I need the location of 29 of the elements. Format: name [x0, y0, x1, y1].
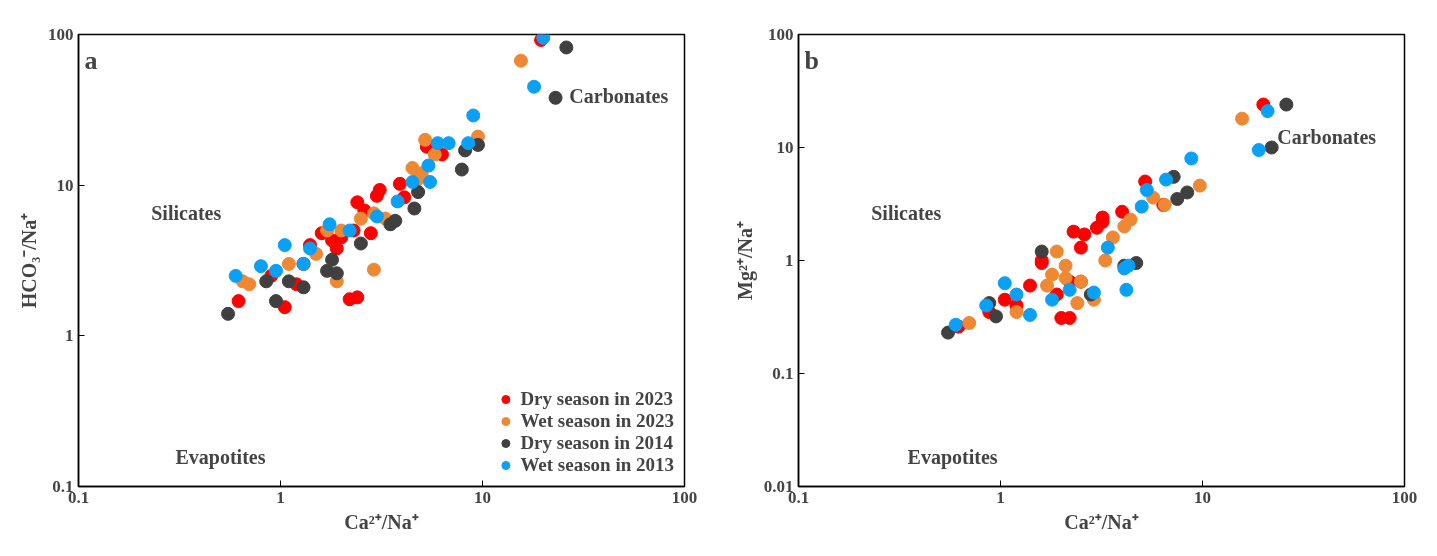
- y-tick-label: 10: [56, 175, 74, 195]
- x-tick-label: 100: [1391, 487, 1418, 507]
- legend-label: Dry season in 2023: [520, 388, 673, 410]
- y-tick-label: 100: [768, 25, 794, 44]
- annotation: Carbonates: [1277, 125, 1377, 148]
- y-axis-title: HCO₃⁻/Na⁺: [18, 212, 40, 309]
- x-tick-label: 1: [276, 487, 285, 507]
- x-tick-label: 100: [671, 487, 698, 507]
- x-tick-label: 10: [1194, 487, 1211, 507]
- y-tick-label: 100: [48, 25, 74, 44]
- legend-label: Wet season in 2013: [520, 454, 674, 476]
- x-axis-title: Ca²⁺/Na⁺: [1064, 510, 1139, 533]
- chart-title: a: [84, 45, 98, 75]
- y-tick-label: 10: [776, 138, 794, 157]
- annotation: Silicates: [151, 202, 222, 225]
- annotation: Evapotites: [175, 446, 266, 470]
- y-tick-label: 1: [65, 326, 74, 346]
- annotation: Evapotites: [907, 446, 998, 470]
- y-axis-title: Mg²⁺/Na⁺: [733, 221, 757, 300]
- annotation: Carbonates: [569, 84, 669, 107]
- x-tick-label: 1: [996, 487, 1005, 507]
- x-tick-label: 10: [474, 487, 491, 507]
- x-axis-title: Ca²⁺/Na⁺: [344, 510, 419, 533]
- annotation: Silicates: [871, 202, 942, 225]
- chart-title: b: [804, 45, 819, 75]
- y-tick-label: 0.1: [772, 364, 794, 383]
- y-tick-label: 1: [785, 251, 794, 270]
- legend-label: Wet season in 2023: [520, 410, 674, 432]
- legend-label: Dry season in 2014: [520, 432, 673, 454]
